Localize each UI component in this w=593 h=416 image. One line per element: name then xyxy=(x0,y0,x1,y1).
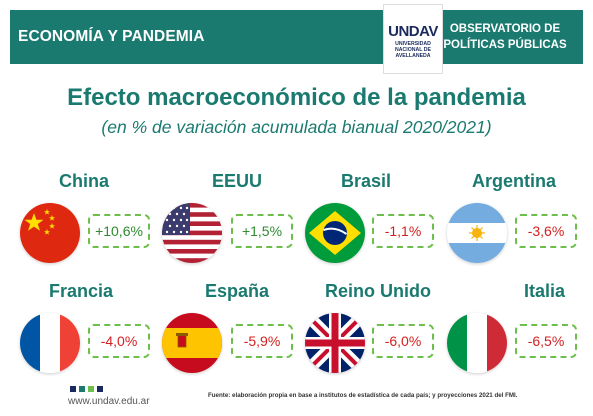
footer-logo-dots xyxy=(70,386,103,392)
observatorio-label: OBSERVATORIO DE POLÍTICAS PÚBLICAS xyxy=(443,23,567,51)
country-name: Francia xyxy=(49,281,114,301)
country-name: Argentina xyxy=(472,171,557,191)
brazil-flag-icon xyxy=(305,203,365,263)
value-badge: +1,5% xyxy=(231,214,293,248)
footer-url: www.undav.edu.ar xyxy=(68,396,150,407)
country-name: Brasil xyxy=(341,171,392,191)
value-badge: +10,6% xyxy=(88,214,150,248)
value-badge: -6,5% xyxy=(515,324,577,358)
page-subtitle: (en % de variación acumulada bianual 202… xyxy=(101,117,492,137)
value-badge: -3,6% xyxy=(515,214,577,248)
footer-source: Fuente: elaboración propia en base a ins… xyxy=(208,392,518,399)
france-flag-icon xyxy=(20,313,80,373)
spain-flag-icon xyxy=(162,313,222,373)
uk-flag-icon xyxy=(305,313,365,373)
argentina-flag-icon xyxy=(447,203,507,263)
country-name: China xyxy=(59,171,110,191)
italy-flag-icon xyxy=(447,313,507,373)
logo-word: UNDAV xyxy=(388,23,438,40)
value-badge: -1,1% xyxy=(372,214,434,248)
country-name: Reino Unido xyxy=(325,281,431,301)
usa-flag-icon xyxy=(162,203,222,263)
value-badge: -5,9% xyxy=(231,324,293,358)
value-badge: -4,0% xyxy=(88,324,150,358)
section-label: ECONOMÍA Y PANDEMIA xyxy=(18,28,205,45)
header-bar: ECONOMÍA Y PANDEMIA OBSERVATORIO DE POLÍ… xyxy=(10,10,583,64)
country-name: España xyxy=(205,281,270,301)
china-flag-icon xyxy=(20,203,80,263)
logo-subtitle: UNIVERSIDAD NACIONAL DE AVELLANEDA xyxy=(395,41,431,59)
value-badge: -6,0% xyxy=(372,324,434,358)
page-title: Efecto macroeconómico de la pandemia xyxy=(67,84,526,111)
country-name: EEUU xyxy=(212,171,263,191)
country-name: Italia xyxy=(524,281,566,301)
undav-logo: UNDAV UNIVERSIDAD NACIONAL DE AVELLANEDA xyxy=(383,4,443,74)
